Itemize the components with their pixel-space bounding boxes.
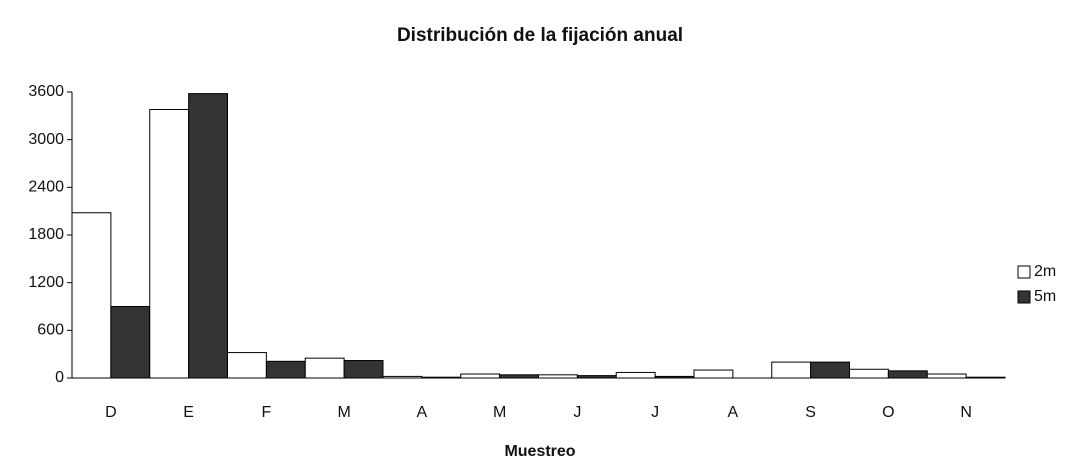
bar [421, 376, 462, 379]
bar [227, 352, 267, 379]
bar [460, 373, 501, 379]
bar [265, 360, 306, 379]
x-tick-label: S [805, 404, 816, 421]
y-tick-label: 2400 [28, 179, 64, 196]
y-tick-label: 1800 [28, 226, 64, 243]
x-tick-label: E [183, 404, 194, 421]
x-tick-label: M [493, 404, 506, 421]
bar [382, 375, 423, 379]
bar [499, 374, 539, 379]
y-tick-label: 3000 [28, 131, 64, 148]
legend-label: 5m [1034, 288, 1056, 305]
bar [188, 93, 228, 379]
bar [538, 374, 578, 379]
x-axis-label: Muestreo [504, 443, 575, 460]
bar [343, 360, 384, 379]
bar [965, 376, 1006, 379]
bar [926, 373, 967, 379]
bar [693, 369, 734, 379]
bar [654, 375, 695, 379]
bar [849, 368, 889, 379]
bar [71, 212, 112, 379]
x-tick-label: N [960, 404, 972, 421]
legend-swatch [1017, 290, 1031, 304]
bar [576, 375, 617, 379]
bar [110, 306, 151, 379]
legend-swatch [1017, 265, 1031, 279]
y-tick-label: 600 [37, 322, 64, 339]
bar [887, 370, 928, 379]
x-tick-label: D [105, 404, 117, 421]
x-tick-label: M [337, 404, 350, 421]
y-tick-label: 0 [55, 369, 64, 386]
legend-label: 2m [1034, 263, 1056, 280]
x-tick-label: O [882, 404, 894, 421]
bar [771, 361, 812, 379]
x-tick-label: J [651, 404, 659, 421]
bar [149, 108, 190, 379]
x-tick-label: A [417, 404, 428, 421]
bar [304, 357, 345, 379]
y-tick-label: 3600 [28, 83, 64, 100]
bar [615, 371, 656, 379]
y-tick-label: 1200 [28, 274, 64, 291]
chart-title: Distribución de la fijación anual [397, 25, 683, 46]
x-tick-label: J [573, 404, 581, 421]
bar [810, 361, 850, 379]
x-tick-label: A [728, 404, 739, 421]
x-tick-label: F [261, 404, 271, 421]
